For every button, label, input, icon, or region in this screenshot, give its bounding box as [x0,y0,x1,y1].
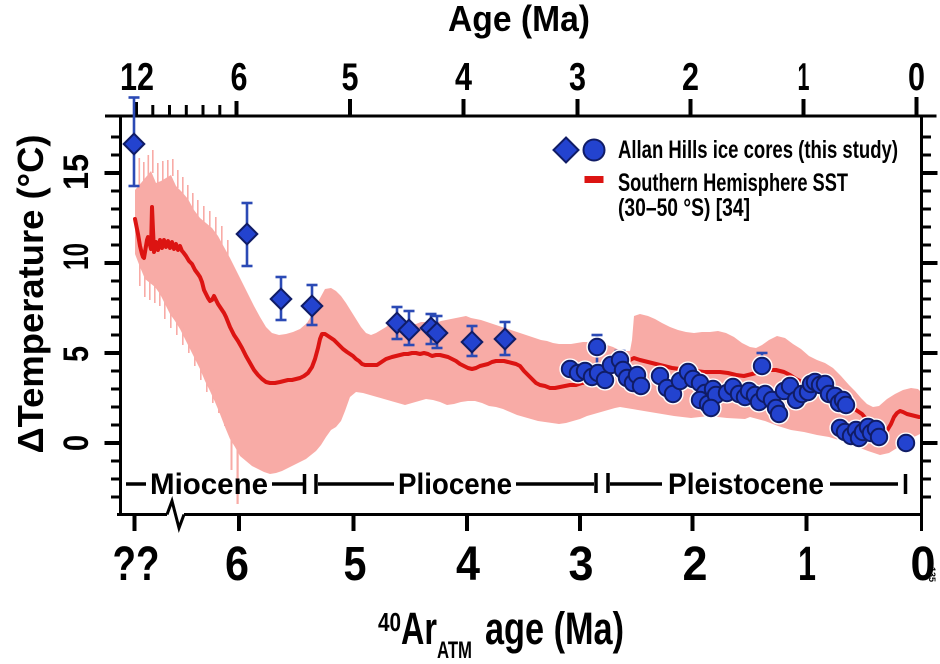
svg-text:5: 5 [344,538,367,591]
svg-text:0: 0 [908,56,925,99]
svg-text:Southern Hemisphere SST: Southern Hemisphere SST [618,169,848,197]
svg-text:Pleistocene: Pleistocene [668,468,824,501]
svg-text:Age (Ma): Age (Ma) [448,0,590,39]
svg-text:Allan Hills ice cores (this st: Allan Hills ice cores (this study) [618,136,898,164]
svg-text:1: 1 [798,538,816,591]
svg-text:Ar: Ar [401,603,437,654]
svg-text:??: ?? [113,538,160,591]
svg-text:age (Ma): age (Ma) [485,603,624,654]
svg-text:5: 5 [342,56,359,99]
svg-text:3: 3 [569,56,586,99]
svg-text:5: 5 [57,346,96,362]
svg-text:4: 4 [455,56,472,99]
svg-text:2: 2 [682,56,699,99]
svg-text:Pliocene: Pliocene [398,468,512,501]
svg-text:6: 6 [225,538,249,591]
svg-text:Miocene: Miocene [150,468,268,501]
svg-text:1: 1 [798,56,810,99]
svg-text:0: 0 [911,538,936,591]
svg-text:ATM: ATM [437,637,472,659]
svg-text:40: 40 [378,607,401,637]
svg-text:2: 2 [683,538,708,591]
svg-text:12: 12 [120,56,154,99]
svg-text:10: 10 [57,243,96,270]
svg-text:0: 0 [57,435,96,451]
svg-text:4: 4 [456,538,480,591]
svg-text:ΔTemperature (°C): ΔTemperature (°C) [10,135,51,454]
svg-text:135: 135 [927,567,937,582]
svg-text:15: 15 [57,154,96,190]
svg-text:(30–50 °S) [34]: (30–50 °S) [34] [618,194,750,222]
svg-text:3: 3 [569,538,594,591]
svg-text:6: 6 [231,56,248,99]
